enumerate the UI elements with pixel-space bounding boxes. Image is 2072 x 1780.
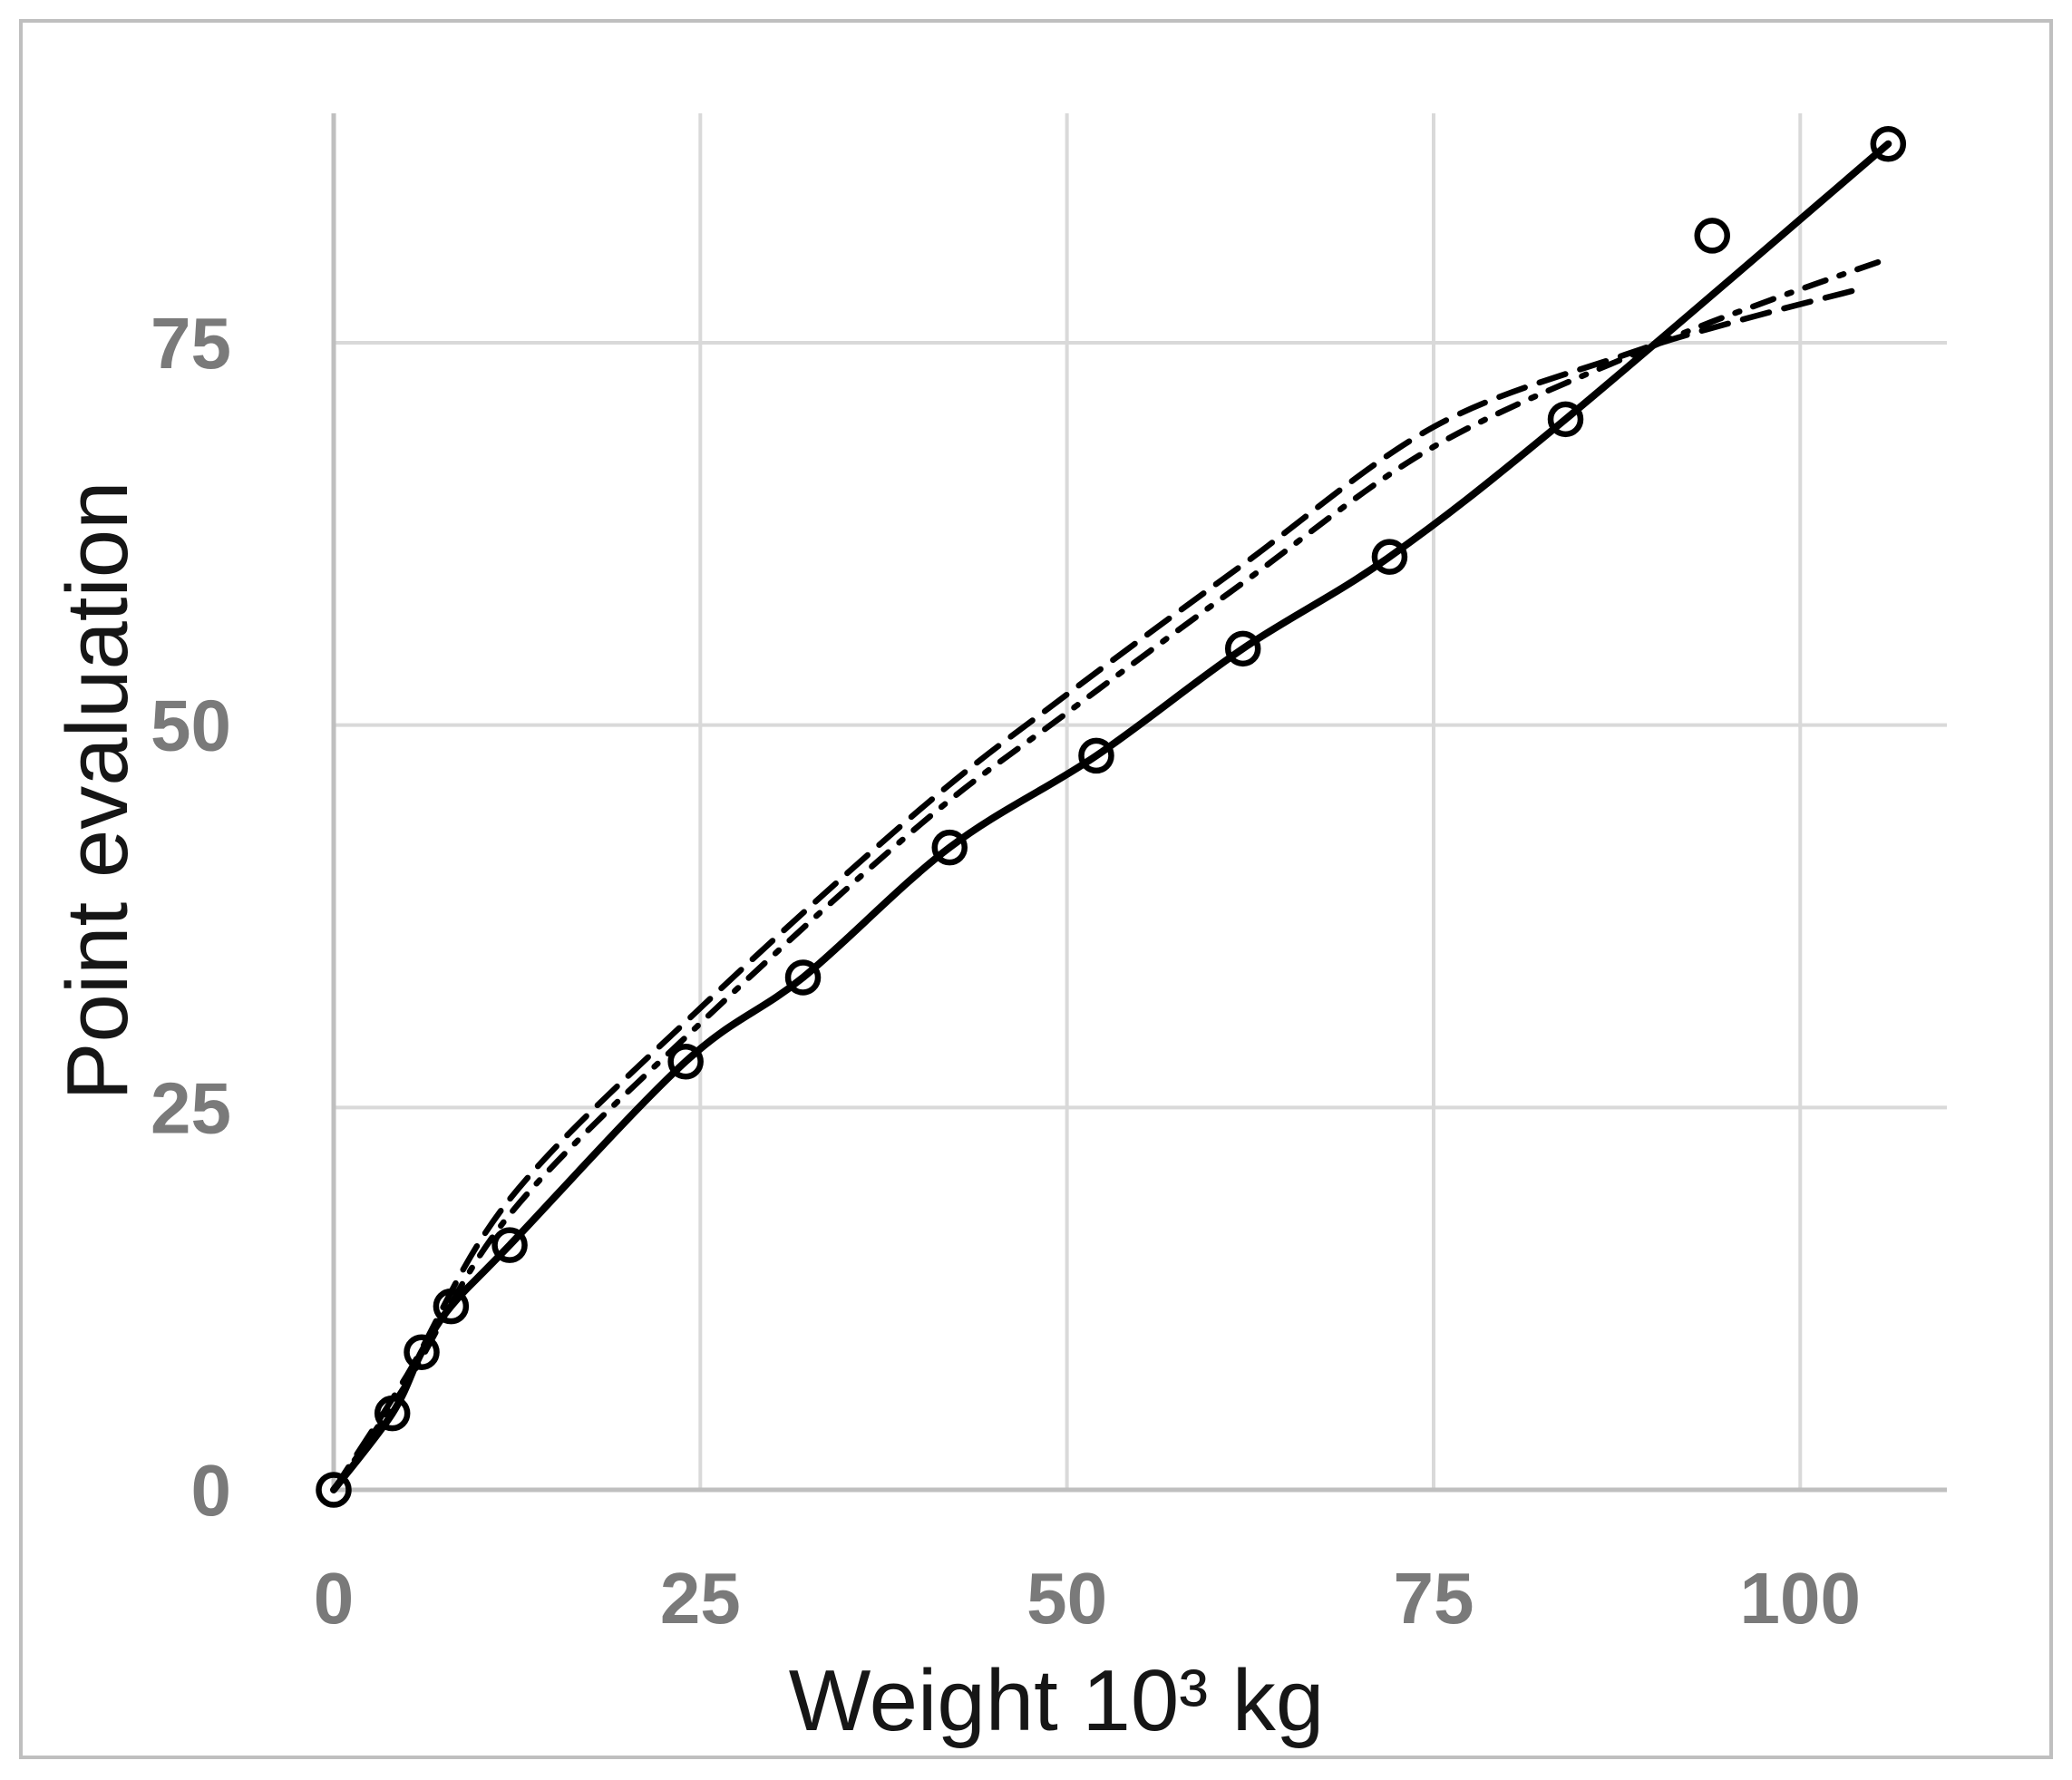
data-point-marker xyxy=(433,1288,470,1325)
data-point-marker xyxy=(667,1043,704,1080)
figure-border xyxy=(19,19,2053,1759)
y-tick-label: 0 xyxy=(191,1450,232,1531)
y-tick-label: 50 xyxy=(151,686,231,766)
x-tick-label: 0 xyxy=(314,1558,355,1639)
data-point-marker xyxy=(1078,737,1114,774)
x-axis-title: Weight 10³ kg xyxy=(788,1652,1325,1749)
y-axis-title: Point evaluation xyxy=(49,481,146,1101)
data-point-marker xyxy=(784,959,822,996)
data-point-marker xyxy=(1224,630,1261,667)
data-point-marker xyxy=(1694,218,1730,254)
data-point-marker xyxy=(931,829,968,866)
data-point-marker xyxy=(1870,125,1907,162)
data-point-marker xyxy=(1371,539,1408,575)
data-point-marker xyxy=(374,1395,411,1432)
x-tick-label: 25 xyxy=(660,1558,741,1639)
series-dashdot-path xyxy=(330,255,1892,1493)
y-tick-label: 75 xyxy=(151,303,231,384)
data-point-marker xyxy=(1547,401,1584,438)
x-tick-label: 75 xyxy=(1393,1558,1474,1639)
y-tick-label: 25 xyxy=(151,1067,231,1148)
data-point-marker xyxy=(316,1472,352,1508)
x-tick-label: 100 xyxy=(1740,1558,1861,1639)
data-point-marker xyxy=(491,1227,528,1263)
series-dashed-path xyxy=(330,286,1863,1493)
x-tick-label: 50 xyxy=(1026,1558,1107,1639)
data-point-marker xyxy=(404,1334,440,1370)
